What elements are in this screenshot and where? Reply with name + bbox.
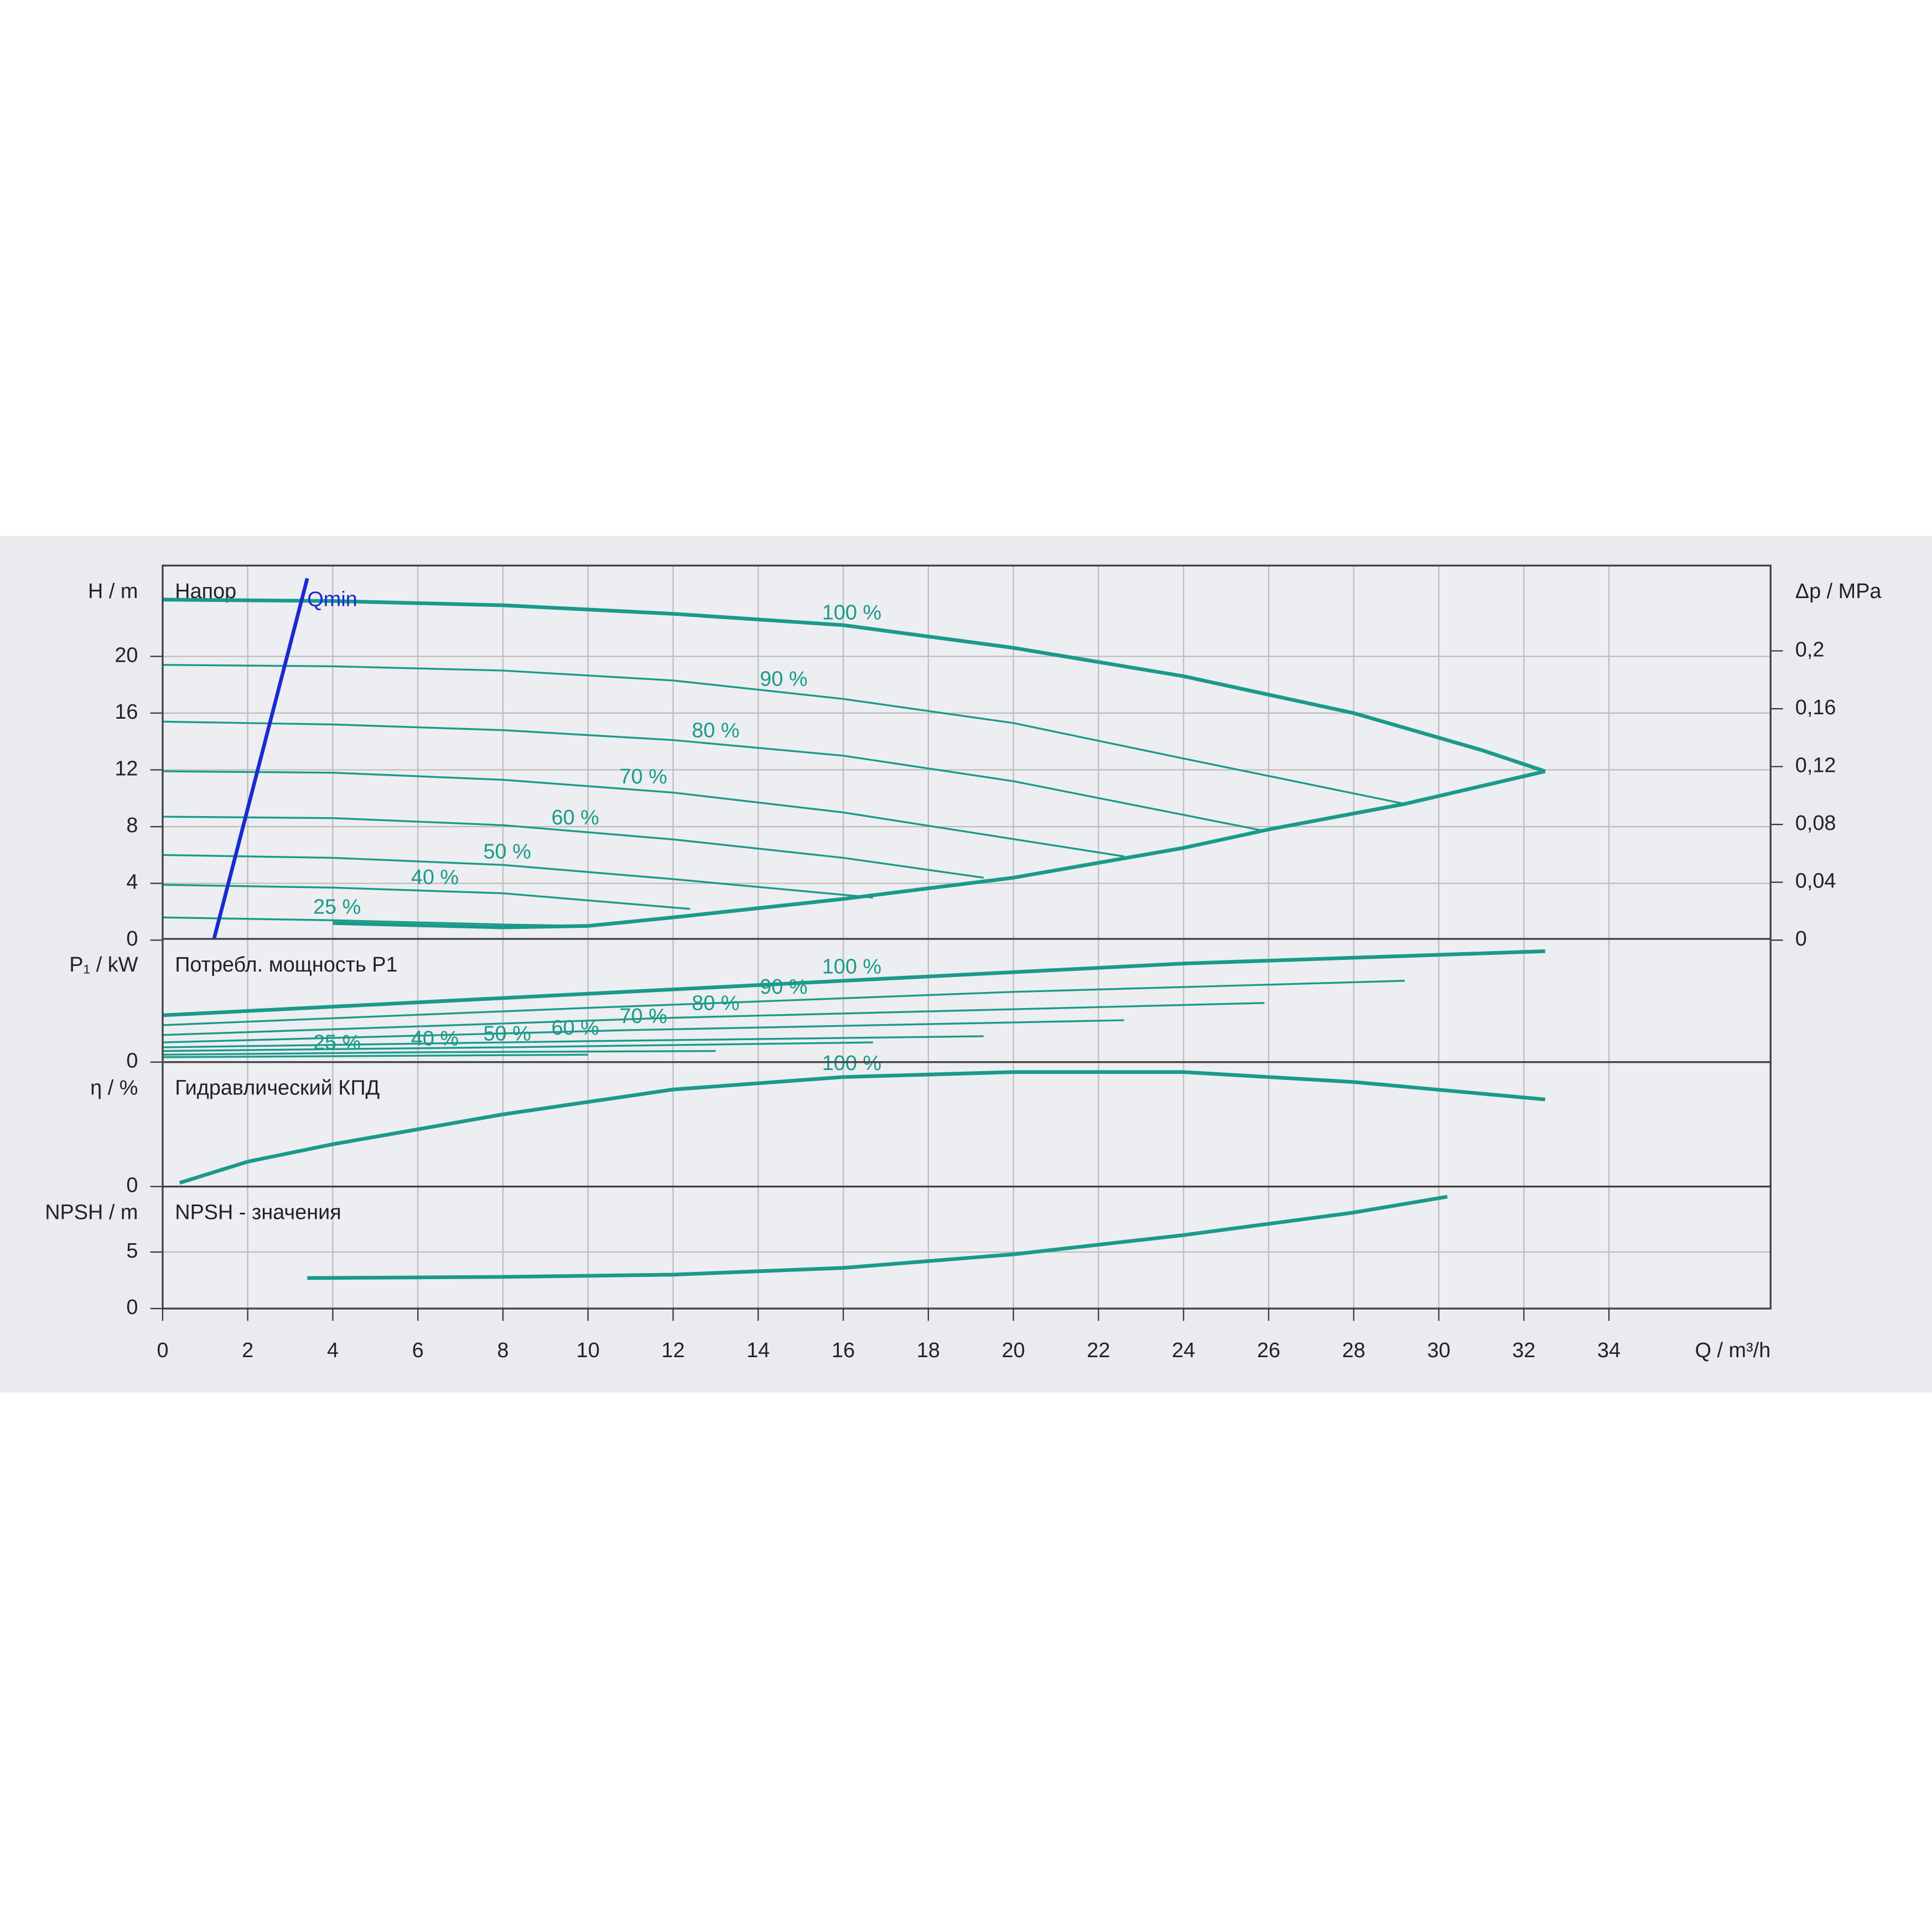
curve-label: 70 % <box>620 765 667 788</box>
x-tick-label: 6 <box>412 1339 424 1362</box>
x-tick-label: 28 <box>1342 1339 1365 1362</box>
x-tick-label: 32 <box>1512 1339 1535 1362</box>
curve <box>162 1002 1265 1036</box>
curve-label: 70 % <box>620 1005 667 1028</box>
y-tick-label: 0 <box>126 1050 138 1073</box>
y-axis-label: P₁ / kW <box>69 953 138 977</box>
y-tick-label: 12 <box>115 757 138 780</box>
curve <box>162 949 1545 1017</box>
curve-label: 25 % <box>313 895 361 918</box>
curve-label: 25 % <box>313 1031 361 1055</box>
x-tick-label: 2 <box>242 1339 253 1362</box>
panel-border <box>162 1185 1772 1310</box>
curve-label: 60 % <box>552 1016 599 1040</box>
y-tick-label: 20 <box>115 643 138 667</box>
panel <box>162 1186 1771 1309</box>
y-tick-label: 4 <box>126 871 138 894</box>
curve <box>162 1019 1124 1043</box>
y2-tick-label: 0,04 <box>1795 870 1836 893</box>
curve-label: Qmin <box>307 588 357 611</box>
x-tick-label: 30 <box>1427 1339 1450 1362</box>
panel <box>162 565 1771 941</box>
curve <box>179 1070 1546 1185</box>
x-tick-label: 24 <box>1172 1339 1195 1362</box>
curve-label: 80 % <box>692 719 739 742</box>
y-tick-label: 0 <box>126 927 138 951</box>
curve <box>162 598 1546 773</box>
curve <box>162 884 690 910</box>
curve-label: 100 % <box>822 601 881 625</box>
curve-label: 80 % <box>692 991 739 1015</box>
x-tick-label: 20 <box>1002 1339 1025 1362</box>
panel-title: NPSH - значения <box>175 1201 341 1224</box>
y2-tick-label: 0 <box>1795 927 1807 951</box>
curve <box>211 578 309 941</box>
curve-label: 90 % <box>760 667 807 690</box>
curve-label: 60 % <box>552 806 599 829</box>
y-tick-label: 8 <box>126 814 138 837</box>
y2-tick-label: 0,12 <box>1795 754 1836 777</box>
x-tick-label: 4 <box>327 1339 339 1362</box>
y-axis-label: η / % <box>90 1077 138 1100</box>
y-tick-label: 0 <box>126 1296 138 1319</box>
x-tick-label: 34 <box>1597 1339 1621 1362</box>
curve-label: 50 % <box>484 1022 531 1046</box>
y-axis-label: H / m <box>88 580 138 603</box>
y2-tick-label: 0,16 <box>1795 696 1836 719</box>
x-tick-label: 14 <box>746 1339 770 1362</box>
curve-label: 100 % <box>822 1052 881 1075</box>
x-tick-label: 10 <box>577 1339 600 1362</box>
curve <box>162 1041 873 1052</box>
curve <box>162 816 984 879</box>
panel-title: Потребл. мощность P1 <box>175 953 397 977</box>
x-tick-label: 22 <box>1087 1339 1110 1362</box>
curve-label: 90 % <box>760 975 807 999</box>
curve-label: 100 % <box>822 955 881 979</box>
y2-tick-label: 0,2 <box>1795 638 1825 661</box>
curve <box>162 770 1124 858</box>
y2-tick-label: 0,08 <box>1795 812 1836 835</box>
curve <box>162 720 1265 832</box>
curve-label: 50 % <box>484 840 531 864</box>
curve <box>333 769 1546 929</box>
y2-axis-label: Δp / MPa <box>1795 580 1882 603</box>
curve-label: 40 % <box>411 866 459 889</box>
panel <box>162 1062 1771 1187</box>
y-axis-label: NPSH / m <box>45 1201 138 1224</box>
y-tick-label: 0 <box>126 1174 138 1197</box>
x-tick-label: 18 <box>917 1339 940 1362</box>
y-tick-label: 16 <box>115 700 138 724</box>
x-tick-label: 16 <box>832 1339 855 1362</box>
curve <box>162 1053 588 1058</box>
curve <box>162 1050 716 1056</box>
curve <box>162 980 1405 1026</box>
curve <box>162 1035 984 1048</box>
curve <box>307 1194 1448 1280</box>
x-axis-label: Q / m³/h <box>1695 1339 1771 1362</box>
panel-title: Гидравлический КПД <box>175 1077 380 1100</box>
curve <box>162 854 874 899</box>
x-tick-label: 8 <box>497 1339 509 1362</box>
x-tick-label: 0 <box>157 1339 168 1362</box>
x-tick-label: 26 <box>1257 1339 1280 1362</box>
y-tick-label: 5 <box>126 1239 138 1263</box>
x-tick-label: 12 <box>662 1339 685 1362</box>
curve-label: 40 % <box>411 1027 459 1050</box>
curve <box>162 664 1405 805</box>
